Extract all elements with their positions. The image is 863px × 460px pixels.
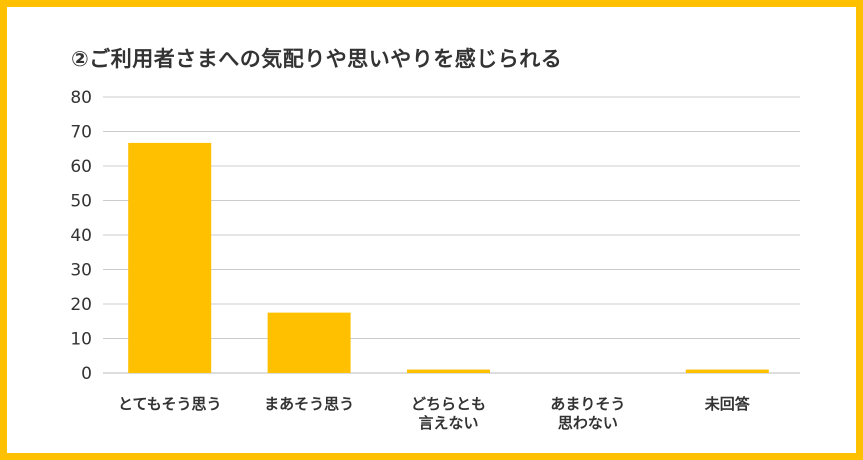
y-tick-label: 20 — [70, 295, 92, 315]
y-tick-label: 10 — [70, 330, 92, 350]
y-tick-label: 80 — [70, 88, 92, 108]
x-tick-label: とてもそう思う — [118, 395, 222, 413]
x-tick-label: 思わない — [558, 414, 618, 432]
y-tick-label: 70 — [70, 123, 92, 143]
y-tick-label: 40 — [70, 226, 92, 246]
x-tick-label: どちらとも — [411, 395, 486, 413]
x-tick-label: 未回答 — [704, 395, 751, 413]
bar — [685, 369, 769, 373]
y-tick-label: 60 — [70, 157, 92, 177]
x-tick-label: あまりそう — [550, 395, 625, 413]
chart-title: ②ご利用者さまへの気配りや思いやりを感じられる — [71, 47, 563, 71]
y-tick-label: 30 — [70, 261, 92, 281]
y-tick-label: 0 — [81, 364, 92, 384]
x-tick-label: まあそう思う — [264, 395, 354, 413]
y-tick-label: 50 — [70, 192, 92, 212]
bar — [267, 312, 351, 373]
bar — [407, 369, 490, 373]
x-tick-label: 言えない — [418, 414, 478, 432]
bar — [128, 142, 212, 373]
